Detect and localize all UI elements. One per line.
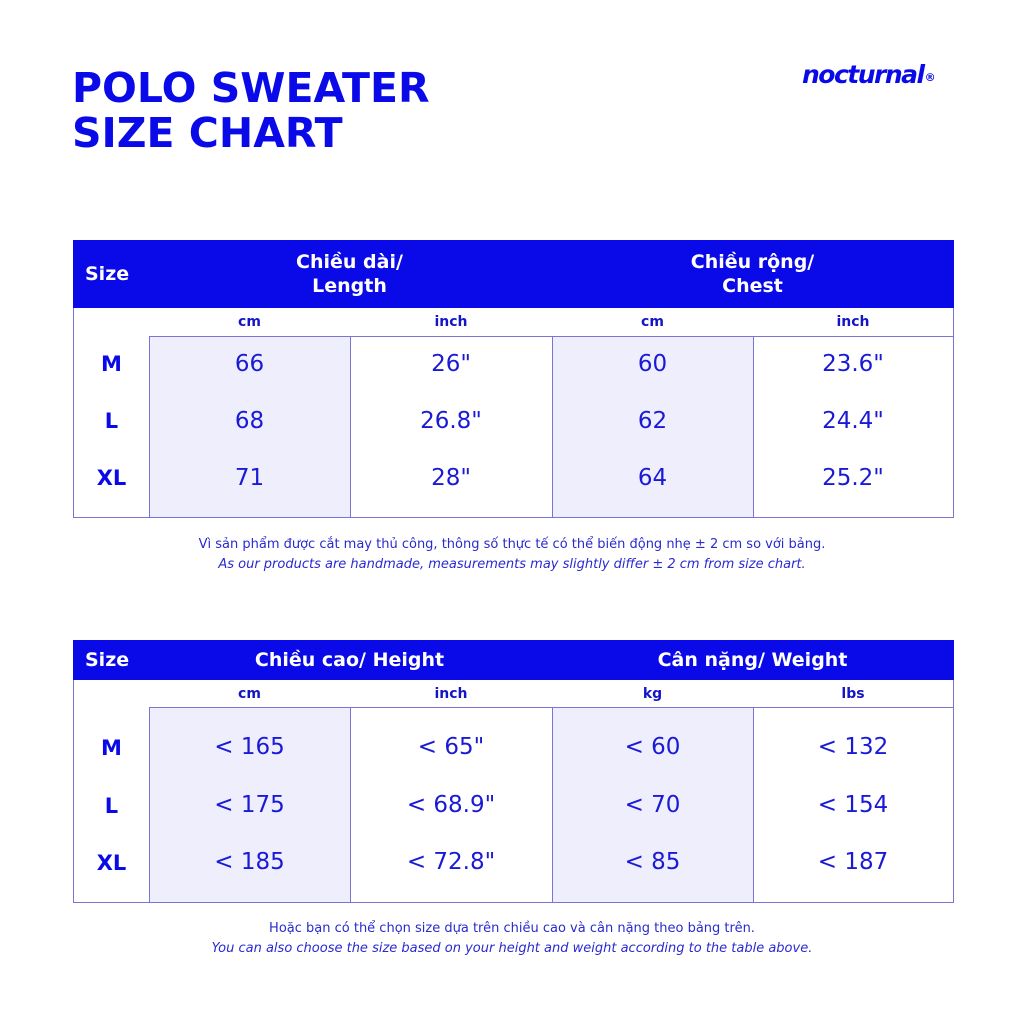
table-cell: 60 [637,351,668,377]
table-cell: 68 [234,408,265,434]
table-cell: < 165 [214,734,285,760]
unit-row: cm inch cm inch [149,308,953,337]
table-cell: 23.6" [822,351,884,377]
table-cell: 26.8" [420,408,482,434]
unit-label: cm [641,314,664,330]
brand-name: nocturnal [802,60,925,89]
table-cell: 25.2" [822,465,884,491]
table-cell: 26" [431,351,471,377]
tolerance-note-vi: Vì sản phẩm được cắt may thủ công, thông… [198,537,826,552]
body-measurement-table: Size Chiều cao/ Height Cân nặng/ Weight … [73,640,954,903]
column-height-inch [350,680,553,902]
chest-header: Chiều rộng/ Chest [690,251,815,297]
unit-label: cm [238,314,261,330]
table-body: cm inch cm inch M 66 26" 60 23.6" L 68 2… [73,308,954,518]
table-cell: 28" [431,465,471,491]
unit-label: cm [238,685,261,702]
garment-measurement-table: Size Chiều dài/ Length Chiều rộng/ Chest… [73,240,954,518]
weight-header: Cân nặng/ Weight [657,649,848,671]
size-label: XL [96,466,127,490]
column-chest-cm [552,308,754,517]
table-cell: < 72.8" [406,849,496,875]
table-cell: 66 [234,351,265,377]
table-cell: 62 [637,408,668,434]
table-cell: < 70 [624,792,681,818]
table-cell: < 132 [817,734,889,760]
unit-label: inch [434,314,468,330]
table-cell: < 154 [817,792,889,818]
title-line-2: SIZE CHART [72,109,343,157]
unit-label: inch [836,314,870,330]
column-length-cm [149,308,351,517]
page-title: POLO SWEATER SIZE CHART [72,66,430,156]
size-label: XL [96,851,127,875]
unit-label: lbs [841,685,865,702]
table-cell: 71 [234,465,265,491]
size-guidance-note-vi: Hoặc bạn có thể chọn size dựa trên chiều… [269,921,755,936]
table-cell: 64 [637,465,668,491]
size-label: M [101,352,122,376]
unit-label: inch [434,685,468,702]
brand-logo: nocturnal® [802,60,936,89]
table-cell: < 65" [417,734,485,760]
size-guidance-note: Hoặc bạn có thể chọn size dựa trên chiều… [0,919,1024,959]
length-header: Chiều dài/ Length [296,251,403,297]
tolerance-note-en: As our products are handmade, measuremen… [218,557,806,572]
column-weight-lbs [753,680,954,902]
column-weight-kg [552,680,754,902]
unit-label: kg [642,685,663,702]
table-cell: < 175 [214,792,285,818]
size-header: Size [85,649,130,671]
table-header: Size Chiều dài/ Length Chiều rộng/ Chest [73,240,954,308]
title-line-1: POLO SWEATER [72,64,430,112]
size-label: L [104,409,119,433]
table-cell: < 85 [624,849,681,875]
height-header: Chiều cao/ Height [254,649,445,671]
table-cell: < 187 [817,849,889,875]
table-cell: < 68.9" [406,792,496,818]
column-chest-inch [753,308,954,517]
size-guidance-note-en: You can also choose the size based on yo… [211,941,813,956]
table-cell: < 60 [624,734,681,760]
registered-mark-icon: ® [924,71,936,84]
column-length-inch [350,308,553,517]
table-cell: 24.4" [822,408,884,434]
table-cell: < 185 [214,849,285,875]
size-header: Size [85,263,130,285]
unit-row: cm inch kg lbs [149,680,953,708]
tolerance-note: Vì sản phẩm được cắt may thủ công, thông… [0,535,1024,575]
size-label: L [104,794,119,818]
size-label: M [101,736,122,760]
table-header: Size Chiều cao/ Height Cân nặng/ Weight [73,640,954,680]
column-height-cm [149,680,351,902]
table-body: cm inch kg lbs M < 165 < 65" < 60 < 132 … [73,680,954,903]
